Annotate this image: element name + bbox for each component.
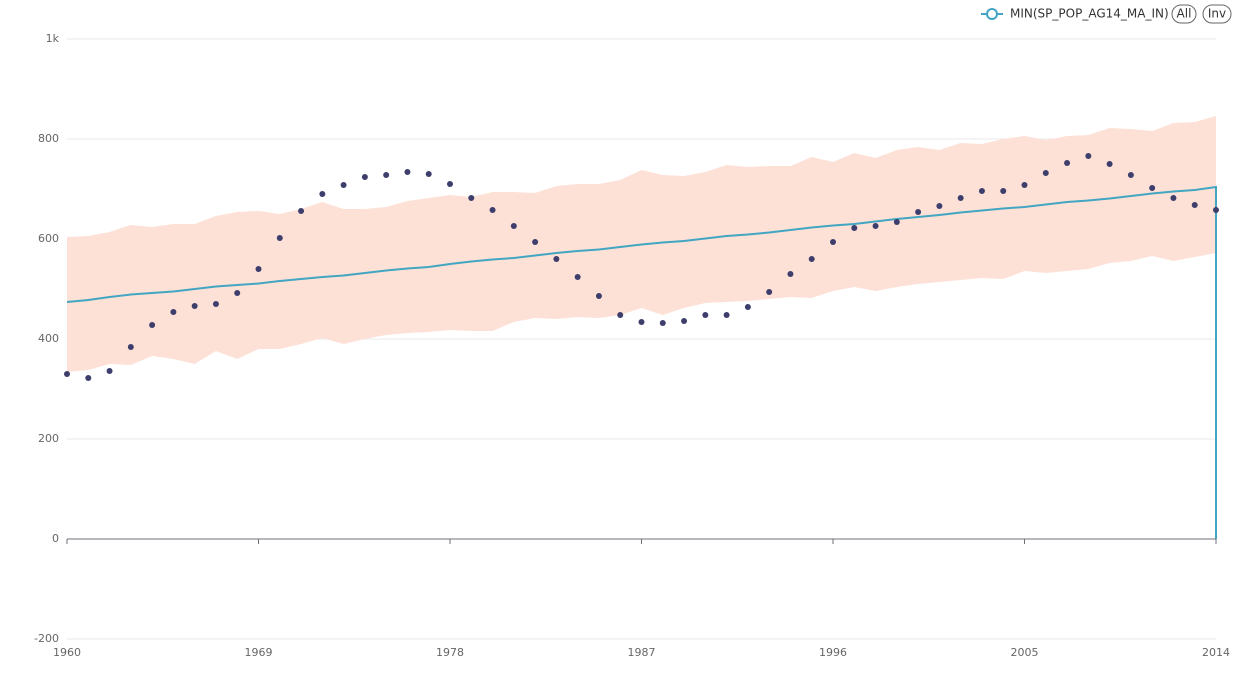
scatter-point [978, 188, 985, 194]
scatter-point [1106, 161, 1113, 167]
x-tick-label: 1996 [819, 646, 847, 659]
scatter-point [1191, 202, 1198, 208]
x-tick-label: 1960 [53, 646, 81, 659]
scatter-point [404, 169, 411, 175]
scatter-point [617, 312, 624, 318]
scatter-point [659, 320, 666, 326]
y-tick-label: 600 [38, 232, 59, 245]
scatter-point [106, 368, 113, 374]
legend-icon [986, 8, 998, 20]
scatter-point [936, 203, 943, 209]
plot [64, 116, 1219, 539]
scatter-point [447, 181, 453, 187]
y-tick-label: 200 [38, 432, 59, 445]
legend-button[interactable]: All [1171, 4, 1197, 24]
scatter-point [1042, 170, 1049, 176]
scatter-point [468, 195, 475, 201]
scatter-point [127, 344, 134, 350]
scatter-point [1170, 195, 1177, 201]
scatter-point [255, 266, 262, 272]
legend-item[interactable]: MIN(SP_POP_AG14_MA_IN) [981, 7, 1169, 21]
y-tick-label: 800 [38, 132, 59, 145]
scatter-point [893, 219, 900, 225]
y-tick-label: 400 [38, 332, 59, 345]
scatter-point [808, 256, 815, 262]
scatter-point [1064, 160, 1071, 166]
button-label: Inv [1208, 7, 1226, 21]
button-outline [1202, 4, 1232, 24]
scatter-point [170, 309, 177, 315]
scatter-point [510, 223, 517, 229]
scatter-point [191, 303, 198, 309]
scatter-point [64, 371, 70, 377]
x-tick-label: 1969 [245, 646, 273, 659]
legend-button[interactable]: Inv [1202, 4, 1232, 24]
scatter-point [574, 274, 581, 280]
scatter-point [149, 322, 156, 328]
scatter-point [85, 375, 92, 381]
legend-label: MIN(SP_POP_AG14_MA_IN) [1010, 7, 1169, 21]
scatter-point [383, 172, 390, 178]
y-tick-label: 0 [52, 532, 59, 545]
x-tick-label: 1987 [628, 646, 656, 659]
x-tick-label: 2005 [1011, 646, 1039, 659]
scatter-point [595, 293, 602, 299]
y-tick-label: 1k [46, 32, 60, 45]
scatter-point [638, 319, 645, 325]
scatter-point [851, 225, 858, 231]
x-tick-label: 1978 [436, 646, 464, 659]
scatter-point [787, 271, 794, 277]
scatter-point [532, 239, 539, 245]
scatter-point [1213, 207, 1219, 213]
scatter-point [681, 318, 688, 324]
scatter-point [744, 304, 751, 310]
scatter-point [957, 195, 964, 201]
scatter-point [1021, 182, 1028, 188]
scatter-point [872, 223, 879, 229]
scatter-point [1000, 188, 1007, 194]
legend: MIN(SP_POP_AG14_MA_IN) All Inv [981, 4, 1232, 24]
scatter-point [276, 235, 283, 241]
scatter-point [340, 182, 347, 188]
scatter-point [425, 171, 432, 177]
button-outline [1171, 4, 1197, 24]
scatter-point [915, 209, 922, 215]
scatter-point [298, 208, 305, 214]
scatter-point [361, 174, 368, 180]
scatter-point [830, 239, 836, 245]
scatter-point [702, 312, 709, 318]
scatter-point [766, 289, 773, 295]
scatter-point [1085, 153, 1092, 159]
y-tick-label: -200 [34, 632, 59, 645]
scatter-point [319, 191, 326, 197]
scatter-point [212, 301, 219, 307]
scatter-point [234, 290, 241, 296]
x-tick-label: 2014 [1202, 646, 1230, 659]
series-line [66, 185, 1217, 539]
scatter-point [1149, 185, 1156, 191]
scatter-point [723, 312, 730, 318]
scatter-point [489, 207, 496, 213]
button-label: All [1177, 7, 1192, 21]
scatter-point [1127, 172, 1134, 178]
scatter-point [553, 256, 560, 262]
